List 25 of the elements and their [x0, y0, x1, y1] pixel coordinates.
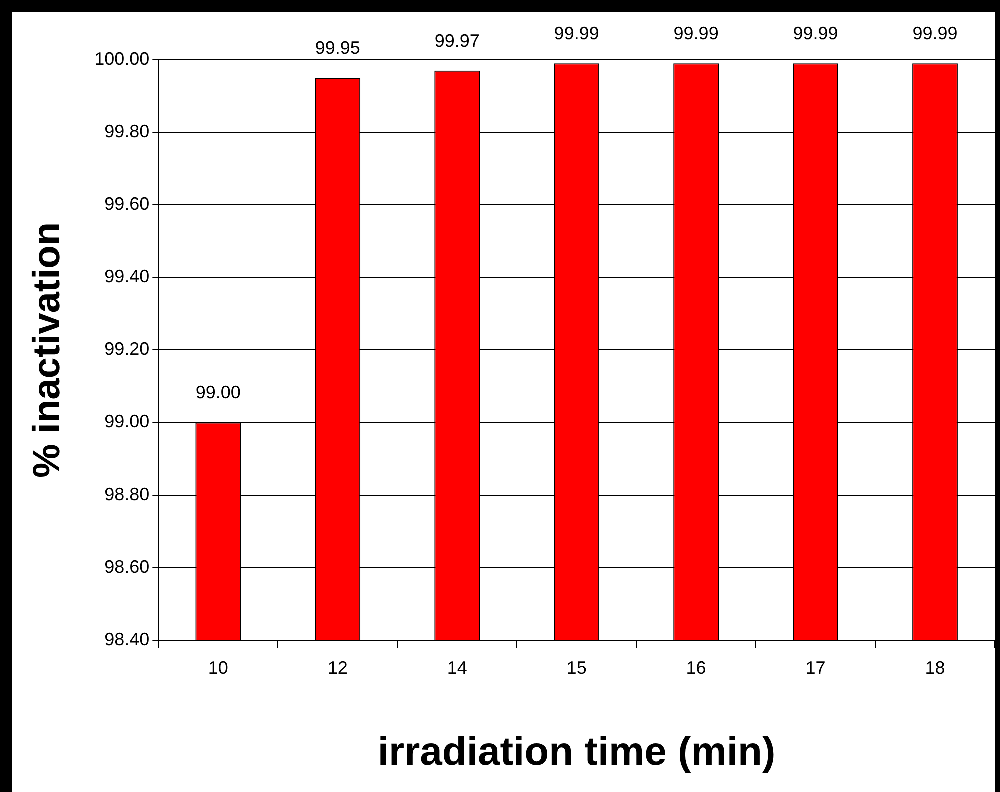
- y-axis-title: % inactivation: [26, 222, 68, 478]
- data-label: 99.00: [196, 382, 241, 403]
- x-tick-label: 12: [328, 658, 348, 678]
- x-tick-label: 18: [925, 658, 946, 678]
- data-label: 99.95: [315, 38, 360, 58]
- y-tick-label: 99.40: [104, 266, 150, 287]
- y-tick-label: 98.40: [104, 629, 150, 650]
- data-label: 99.99: [554, 24, 600, 44]
- y-tick-label: 98.60: [104, 556, 150, 577]
- x-axis-title: irradiation time (min): [378, 730, 776, 774]
- data-label: 99.99: [674, 24, 719, 44]
- x-tick-label: 15: [566, 658, 587, 678]
- data-label: 99.99: [912, 24, 958, 44]
- y-tick-label: 100.00: [94, 48, 150, 69]
- x-tick-label: 10: [208, 658, 228, 678]
- y-tick-label: 99.00: [104, 412, 150, 432]
- y-tick-label: 99.20: [104, 339, 150, 360]
- x-tick-label: 14: [447, 658, 468, 678]
- data-label: 99.99: [793, 24, 838, 44]
- y-tick-label: 99.60: [104, 194, 150, 214]
- data-label: 99.97: [434, 30, 480, 51]
- x-tick-label: 17: [806, 658, 826, 678]
- y-tick-label: 98.80: [104, 484, 150, 504]
- y-tick-label: 99.80: [104, 122, 150, 142]
- x-tick-label: 16: [686, 658, 706, 678]
